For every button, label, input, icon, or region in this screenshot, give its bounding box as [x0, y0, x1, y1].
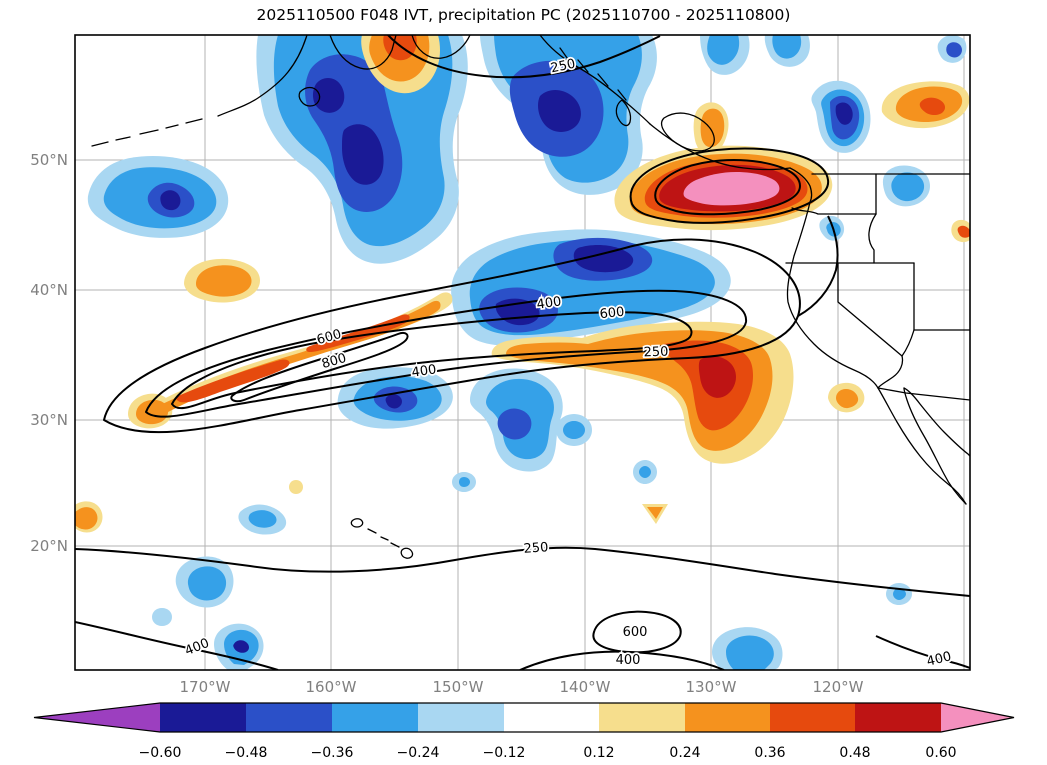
colorbar-tick-label: −0.60	[139, 745, 182, 761]
contour-label: 250	[643, 345, 668, 361]
colorbar-tick-label: 0.12	[583, 745, 614, 761]
contour-label: 800	[320, 351, 348, 372]
contour-label: 400	[536, 294, 563, 312]
contour-label: 250	[523, 540, 549, 557]
lat-tick-label: 30°N	[30, 411, 68, 429]
shading-pink	[683, 172, 780, 206]
colorbar-tick-labels: −0.60 −0.48 −0.36 −0.24 −0.12 0.12 0.24 …	[139, 745, 957, 761]
colorbar-segment	[160, 703, 246, 732]
lat-tick-label: 50°N	[30, 151, 68, 169]
colorbar-extend-left-arrow	[34, 703, 160, 732]
colorbar-segment	[599, 703, 685, 732]
lon-tick-label: 140°W	[560, 678, 611, 696]
contour-label: 400	[616, 653, 641, 668]
lon-tick-label: 120°W	[813, 678, 864, 696]
lon-tick-label: 160°W	[306, 678, 357, 696]
figure-title: 2025110500 F048 IVT, precipitation PC (2…	[256, 6, 791, 24]
contour-label: 600	[623, 625, 648, 640]
colorbar-extend-right-arrow	[941, 703, 1014, 732]
colorbar-segment	[770, 703, 855, 732]
contour-label: 600	[599, 305, 625, 323]
colorbar-segment	[685, 703, 770, 732]
lon-tick-label: 170°W	[180, 678, 231, 696]
colorbar-segment	[855, 703, 941, 732]
lon-tick-label: 150°W	[433, 678, 484, 696]
lat-tick-label: 40°N	[30, 281, 68, 299]
shading-navy	[160, 78, 853, 653]
lat-tick-label: 20°N	[30, 537, 68, 555]
colorbar: −0.60 −0.48 −0.36 −0.24 −0.12 0.12 0.24 …	[33, 702, 1015, 761]
colorbar-tick-label: 0.24	[669, 745, 700, 761]
lon-tick-label: 130°W	[686, 678, 737, 696]
plot-border	[74, 34, 971, 671]
colorbar-tick-label: −0.48	[225, 745, 268, 761]
colorbar-segment	[246, 703, 332, 732]
contour-label: 250	[549, 57, 576, 77]
ivt-contours	[75, 35, 970, 670]
lat-tick-labels: 50°N 40°N 30°N 20°N	[30, 151, 68, 555]
contour-label: 400	[925, 649, 953, 670]
colorbar-tick-label: −0.12	[483, 745, 526, 761]
colorbar-tick-label: 0.60	[925, 745, 956, 761]
colorbar-outline	[33, 702, 1015, 733]
colorbar-segment	[332, 703, 418, 732]
colorbar-segment	[418, 703, 504, 732]
contour-label: 400	[183, 636, 212, 659]
contour-label: 400	[411, 362, 438, 380]
colorbar-tick-label: 0.48	[839, 745, 870, 761]
colorbar-tick-label: −0.24	[397, 745, 440, 761]
colorbar-segment	[504, 703, 599, 732]
colorbar-tick-label: −0.36	[311, 745, 354, 761]
contour-labels: 250 600 800 400 400 600 250 250 600 400 …	[181, 55, 955, 670]
lon-tick-labels: 170°W 160°W 150°W 140°W 130°W 120°W	[180, 678, 864, 696]
colorbar-tick-label: 0.36	[754, 745, 785, 761]
